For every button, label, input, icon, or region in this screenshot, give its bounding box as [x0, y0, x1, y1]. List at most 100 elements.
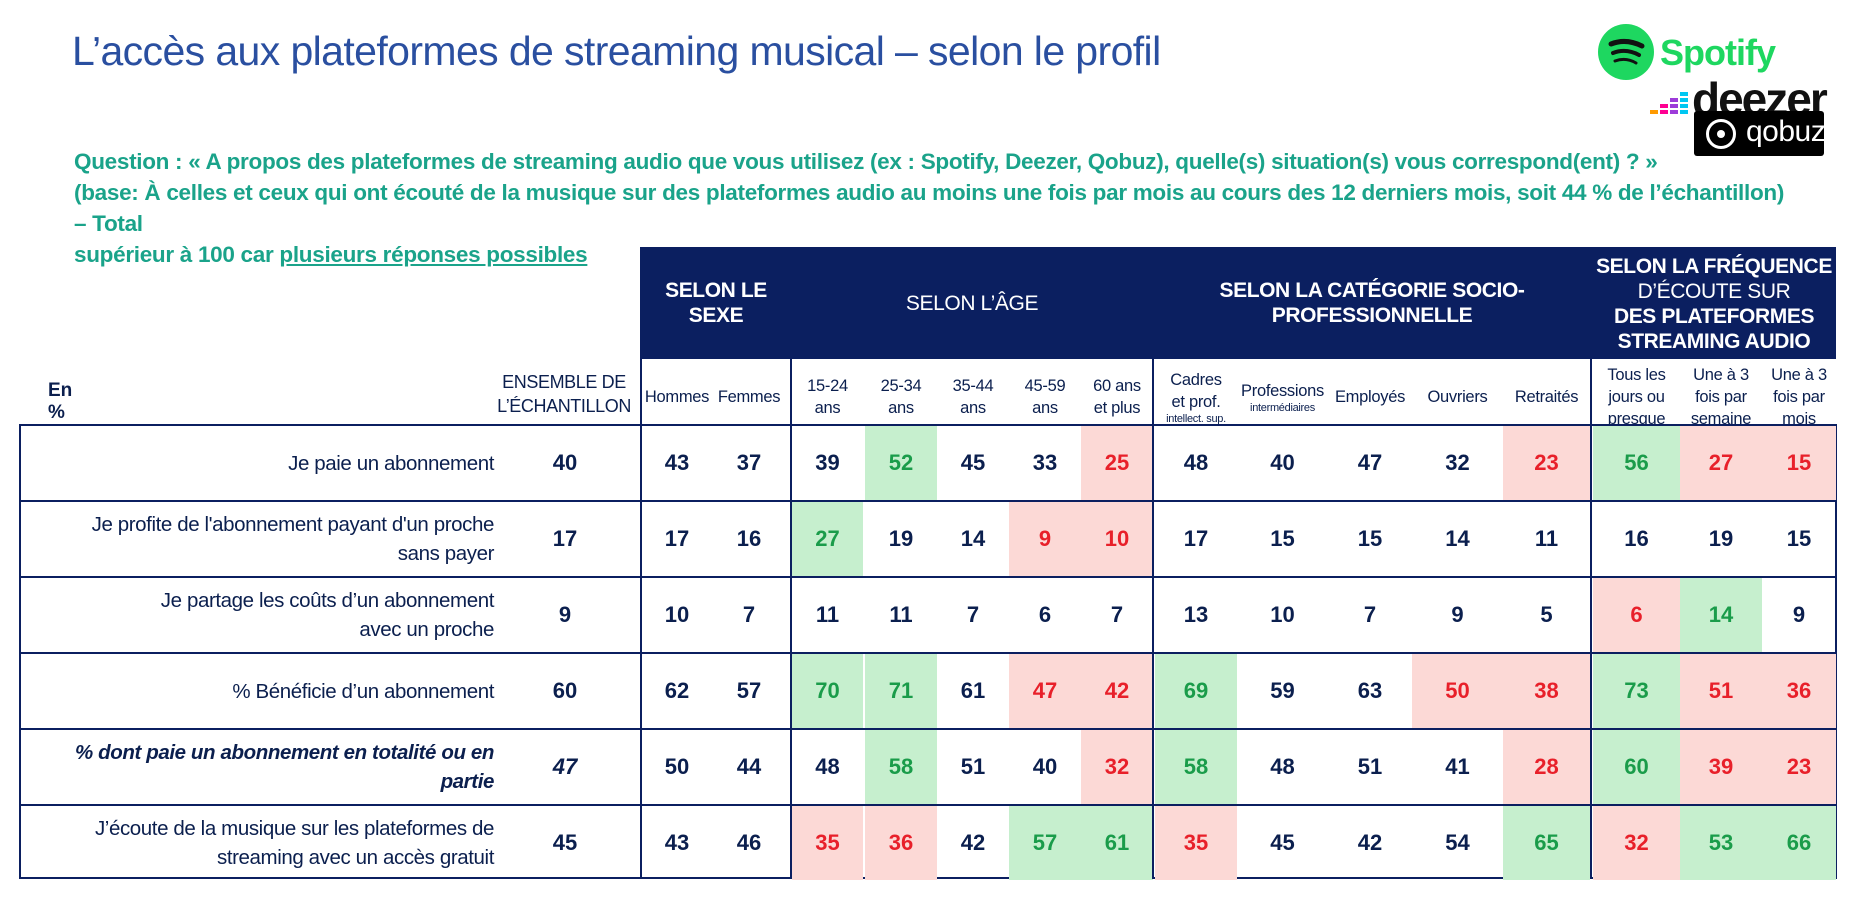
column-header: Employés: [1328, 370, 1412, 424]
value-cell: 57: [1009, 806, 1081, 880]
value-cell: 63: [1357, 678, 1383, 703]
spotify-logo-icon: [1598, 24, 1654, 80]
column-header: Une à 3 fois par semaine: [1680, 366, 1762, 428]
group-title-freq-line-3: DES PLATEFORMES: [1613, 305, 1815, 328]
value-cell: 58: [865, 730, 937, 804]
ensemble-header: ENSEMBLE DE L’ÉCHANTILLON: [486, 370, 642, 418]
ensemble-header-line-1: ENSEMBLE DE: [502, 372, 626, 392]
value-cell: 61: [1081, 806, 1153, 880]
column-header-line: 15-24: [807, 377, 848, 395]
value-cell: 60: [1593, 730, 1680, 804]
value-cell: 13: [1183, 602, 1209, 627]
column-header-line: et prof.: [1171, 392, 1221, 411]
column-header: Tous les jours ou presque: [1593, 366, 1680, 428]
partner-logos: Spotify deezer qobuz: [1590, 18, 1850, 158]
value-cell: 16: [1624, 526, 1649, 551]
value-cell: 15: [1357, 526, 1383, 551]
column-header: Une à 3 fois par mois: [1762, 366, 1836, 428]
group-title-freq-line-1: SELON LA FRÉQUENCE: [1596, 255, 1832, 278]
question-line-3: supérieur à 100 car plusieurs réponses p…: [74, 239, 1794, 270]
column-separator: [1590, 247, 1592, 879]
row-label-line: avec un proche: [359, 618, 494, 641]
value-cell: 53: [1680, 806, 1762, 880]
value-cell: 37: [736, 450, 762, 475]
ensemble-value: 60: [552, 678, 578, 703]
column-header-line: intermédiaires: [1250, 401, 1315, 414]
value-cell: 59: [1270, 678, 1295, 703]
question-text: Question : « A propos des plateformes de…: [74, 146, 1794, 270]
row-divider: [19, 652, 1837, 654]
value-cell: 48: [1270, 754, 1295, 779]
value-cell: 71: [865, 654, 937, 728]
column-separator: [790, 247, 792, 879]
value-cell: 33: [1032, 450, 1058, 475]
row-label-line: Je partage les coûts d’un abonnement: [160, 589, 495, 612]
value-cell: 9: [1451, 602, 1464, 627]
column-header-line: ans: [814, 399, 841, 417]
value-cell: 48: [1183, 450, 1209, 475]
row-divider: [19, 576, 1837, 578]
value-cell: 51: [1680, 654, 1762, 728]
column-header-line: jours ou: [1608, 388, 1665, 406]
column-header-line: Femmes: [717, 388, 781, 406]
value-cell: 52: [865, 426, 937, 500]
ensemble-value: 9: [558, 602, 572, 627]
row-label: Je profite de l'abonnement payant d'un p…: [24, 502, 495, 576]
group-header-band: [640, 247, 1836, 359]
ensemble-value: 40: [552, 450, 578, 475]
group-title-csp-line-1: SELON LA CATÉGORIE SOCIO-: [1219, 279, 1525, 302]
column-header: 45-59 ans: [1009, 370, 1081, 424]
value-cell: 10: [1081, 502, 1153, 576]
value-cell: 17: [664, 526, 690, 551]
group-title-freq-line-2: D’ÉCOUTE SUR: [1637, 280, 1791, 303]
value-cell: 38: [1503, 654, 1590, 728]
value-cell: 23: [1762, 730, 1836, 804]
ensemble-value: 17: [552, 526, 578, 551]
column-header: 25-34 ans: [865, 370, 937, 424]
column-header: Femmes: [710, 370, 788, 424]
value-cell: 57: [736, 678, 762, 703]
column-header-line: Professions: [1241, 381, 1324, 400]
value-cell: 51: [960, 754, 986, 779]
value-cell: 32: [1593, 806, 1680, 880]
value-cell: 46: [736, 830, 762, 855]
value-cell: 43: [664, 830, 690, 855]
column-header-line: fois par: [1695, 388, 1747, 406]
value-cell: 25: [1081, 426, 1153, 500]
page-title: L’accès aux plateformes de streaming mus…: [72, 28, 1161, 74]
value-cell: 42: [1357, 830, 1383, 855]
row-label-line: % dont paie un abonnement en totalité ou…: [74, 741, 494, 793]
column-header-line: et plus: [1093, 399, 1141, 417]
column-header-line: Une à 3: [1771, 366, 1827, 384]
value-cell: 73: [1593, 654, 1680, 728]
value-cell: 15: [1270, 526, 1295, 551]
column-header-line: ans: [960, 399, 986, 417]
value-cell: 9: [1009, 502, 1081, 576]
value-cell: 47: [1009, 654, 1081, 728]
value-cell: 28: [1503, 730, 1590, 804]
column-header-line: 25-34: [880, 377, 922, 395]
group-title-csp-line-2: PROFESSIONNELLE: [1271, 304, 1473, 327]
group-title-freq-line-4: STREAMING AUDIO: [1617, 330, 1811, 353]
row-label: Je partage les coûts d’un abonnement avec…: [24, 578, 495, 652]
column-header: 15-24 ans: [792, 370, 863, 424]
value-cell: 54: [1445, 830, 1470, 855]
value-cell: 42: [1081, 654, 1153, 728]
qobuz-disc-icon: [1706, 119, 1736, 149]
value-cell: 15: [1762, 426, 1836, 500]
row-divider: [19, 728, 1837, 730]
value-cell: 39: [1680, 730, 1762, 804]
row-label-text: J’écoute de la musique sur les plateform…: [95, 814, 494, 872]
column-header-line: Tous les: [1607, 366, 1666, 384]
column-header-line: Hommes: [644, 388, 710, 406]
row-label-line: Je paie un abonnement: [288, 451, 494, 475]
value-cell: 14: [1680, 578, 1762, 652]
row-label: J’écoute de la musique sur les plateform…: [24, 806, 494, 880]
value-cell: 61: [960, 678, 986, 703]
column-header-line: intellect. sup.: [1166, 412, 1226, 425]
value-cell: 16: [736, 526, 762, 551]
value-cell: 7: [1363, 602, 1377, 627]
value-cell: 19: [888, 526, 914, 551]
row-label-line: J’écoute de la musique sur les plateform…: [94, 817, 494, 840]
row-label: Je paie un abonnement: [24, 426, 494, 500]
